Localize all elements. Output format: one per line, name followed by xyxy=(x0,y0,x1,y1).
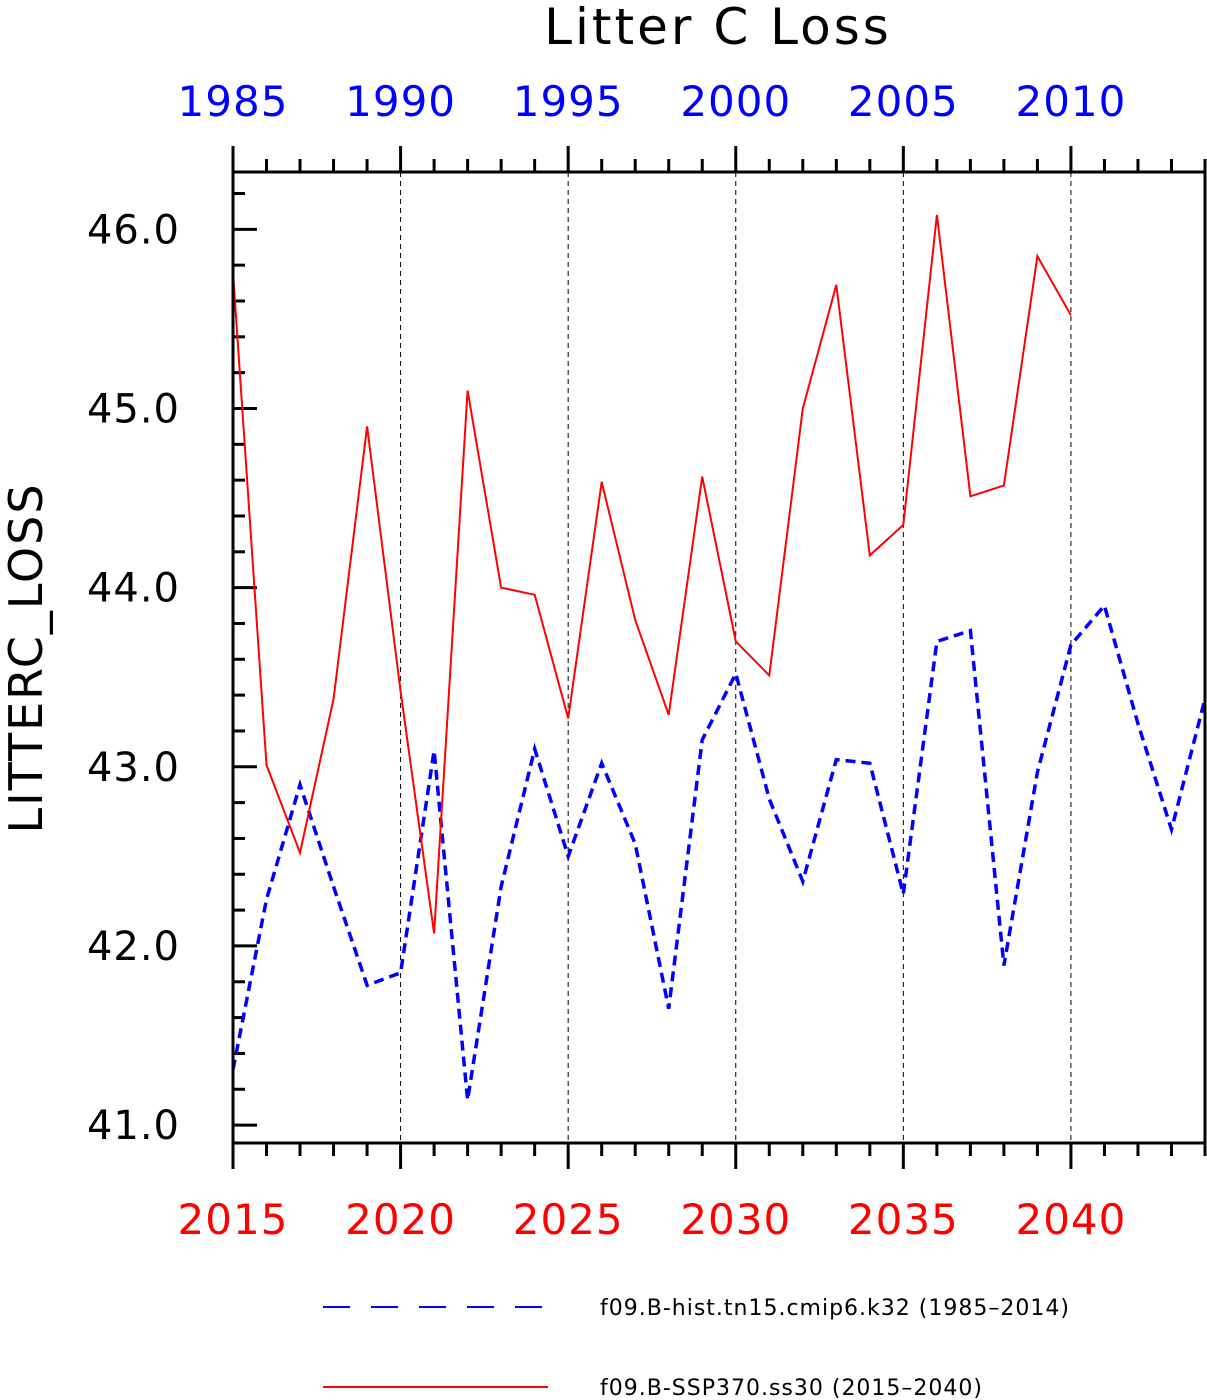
top-x-label-2010: 2010 xyxy=(1015,77,1126,126)
top-x-tick-labels: 1985 1990 1995 2000 2005 2010 xyxy=(178,77,1126,126)
y-tick-labels: 41.0 42.0 43.0 44.0 45.0 46.0 xyxy=(87,207,180,1149)
y-tick-label-44.0: 44.0 xyxy=(87,566,180,612)
series-layer xyxy=(231,214,1207,1101)
top-x-label-1985: 1985 xyxy=(178,77,289,126)
top-x-label-1990: 1990 xyxy=(345,77,456,126)
series-line-hist xyxy=(231,601,1207,1101)
top-x-label-2005: 2005 xyxy=(848,77,959,126)
y-tick-label-43.0: 43.0 xyxy=(87,745,180,791)
legend: f09.B-hist.tn15.cmip6.k32 (1985–2014) f09… xyxy=(323,1296,1070,1400)
grid-lines xyxy=(400,172,1072,1143)
y-tick-label-42.0: 42.0 xyxy=(87,924,180,970)
y-tick-label-46.0: 46.0 xyxy=(87,207,180,253)
bottom-x-label-2030: 2030 xyxy=(680,1195,791,1244)
bottom-x-label-2015: 2015 xyxy=(178,1195,289,1244)
legend-label-1: f09.B-hist.tn15.cmip6.k32 (1985–2014) xyxy=(600,1296,1070,1321)
bottom-x-label-2020: 2020 xyxy=(345,1195,456,1244)
top-x-label-2000: 2000 xyxy=(680,77,791,126)
bottom-x-label-2025: 2025 xyxy=(513,1195,624,1244)
chart-title: Litter C Loss xyxy=(544,0,892,56)
y-tick-label-45.0: 45.0 xyxy=(87,386,180,432)
y-axis-label: LITTERC_LOSS xyxy=(0,482,53,833)
bottom-x-label-2035: 2035 xyxy=(848,1195,959,1244)
plot-frame xyxy=(231,170,1207,1145)
axis-ticks xyxy=(231,146,1207,1169)
top-x-label-1995: 1995 xyxy=(513,77,624,126)
series-line-ssp370 xyxy=(232,214,1072,934)
y-tick-label-41.0: 41.0 xyxy=(87,1103,180,1149)
bottom-x-tick-labels: 2015 2020 2025 2030 2035 2040 xyxy=(178,1195,1126,1244)
legend-label-2: f09.B-SSP370.ss30 (2015–2040) xyxy=(600,1376,983,1400)
bottom-x-label-2040: 2040 xyxy=(1015,1195,1126,1244)
